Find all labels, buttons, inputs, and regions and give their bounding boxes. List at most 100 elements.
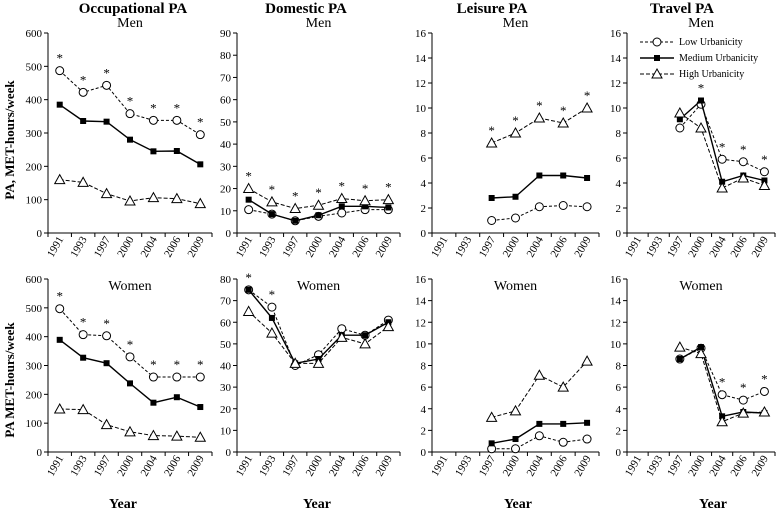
x-tick-label: 2000 (304, 234, 326, 259)
y-tick-label: 300 (26, 128, 43, 140)
panel-subtitle: Women (108, 279, 151, 294)
data-point-low (582, 202, 592, 212)
data-point-low (759, 386, 769, 396)
data-point-high (266, 195, 278, 207)
data-point-low (759, 167, 769, 177)
significance-asterisk: * (150, 100, 157, 115)
data-point-high (485, 411, 498, 422)
x-tick-label: 1991 (234, 454, 255, 479)
significance-asterisk: * (56, 289, 63, 304)
significance-asterisk: * (362, 181, 369, 196)
significance-asterisk: * (127, 337, 134, 352)
y-tick-label: 10 (415, 103, 427, 115)
y-tick-label: 20 (220, 184, 232, 196)
data-point-high (53, 403, 66, 414)
significance-asterisk: * (315, 185, 322, 200)
x-tick-label: 1997 (477, 453, 499, 478)
data-point-medium (698, 97, 704, 104)
data-point-high (147, 191, 160, 203)
data-point-high (674, 341, 686, 352)
x-tick-label: 1991 (45, 454, 66, 479)
y-tick-label: 70 (220, 72, 232, 84)
x-tick-label: 2000 (304, 453, 326, 478)
significance-asterisk: * (127, 94, 134, 109)
y-tick-label: 0 (226, 228, 232, 240)
significance-asterisk: * (740, 380, 747, 395)
data-point-medium (127, 136, 133, 143)
y-tick-label: 10 (610, 339, 622, 351)
data-point-low (172, 115, 182, 125)
panel-subtitle: Women (679, 279, 722, 294)
data-point-high (485, 136, 498, 148)
y-tick-label: 12 (415, 317, 426, 329)
x-tick-label: 1993 (257, 453, 279, 478)
panel-subtitle: Men (117, 16, 143, 31)
y-tick-label: 0 (421, 228, 427, 240)
data-point-medium (197, 161, 204, 168)
significance-asterisk: * (174, 357, 181, 372)
y-tick-label: 6 (421, 153, 427, 165)
y-tick-label: 8 (616, 361, 622, 373)
y-tick-label: 90 (220, 28, 232, 40)
data-point-high (124, 194, 136, 206)
panel-subtitle: Women (297, 279, 340, 294)
y-tick-label: 14 (610, 53, 622, 65)
x-tick-label: 2009 (374, 234, 396, 259)
significance-asterisk: * (339, 179, 346, 194)
x-tick-label: 1993 (453, 234, 475, 259)
data-point-medium (584, 419, 591, 426)
data-point-low (534, 431, 544, 441)
x-tick-label: 2004 (525, 234, 547, 259)
data-point-high (289, 202, 302, 214)
x-tick-label: 2009 (374, 453, 396, 478)
data-point-low (267, 302, 277, 312)
x-tick-label: 2004 (139, 453, 161, 478)
x-tick-label: 2009 (750, 234, 772, 259)
data-point-high (335, 192, 348, 204)
significance-asterisk: * (56, 51, 63, 66)
y-tick-label: 40 (220, 361, 232, 373)
y-tick-label: 4 (616, 178, 622, 190)
y-tick-label: 2 (421, 425, 427, 437)
legend-marker-high (651, 67, 663, 79)
data-point-medium (245, 196, 252, 203)
panel-3: Men 0 2 4 6 8 10 12 14 16 1991 1993 1997 2000 2004 2006… (415, 16, 600, 260)
x-axis-label-occupational: Year (109, 497, 137, 512)
x-axis-label-leisure: Year (504, 497, 532, 512)
x-tick-label: 2006 (548, 234, 570, 259)
significance-asterisk: * (103, 316, 110, 331)
data-point-low (487, 216, 497, 225)
x-tick-label: 2000 (686, 453, 708, 478)
x-tick-label: 2000 (501, 453, 523, 478)
data-point-low (78, 330, 88, 340)
data-point-medium (80, 354, 87, 361)
significance-asterisk: * (197, 115, 204, 130)
data-point-high (674, 106, 686, 118)
x-tick-label: 2004 (327, 453, 349, 478)
x-tick-label: 2004 (707, 453, 729, 478)
y-tick-label: 600 (26, 28, 43, 40)
data-point-high (695, 121, 707, 133)
column-title-domestic: Domestic PA (265, 1, 347, 17)
y-tick-label: 0 (37, 228, 43, 240)
x-tick-label: 2000 (115, 234, 137, 259)
series-line-high (679, 112, 765, 189)
data-point-low (582, 434, 592, 444)
x-tick-label: 2000 (501, 234, 523, 259)
y-tick-label: 10 (220, 425, 232, 437)
data-point-low (125, 352, 135, 362)
significance-asterisk: * (269, 287, 276, 302)
x-tick-label: 2006 (728, 234, 750, 259)
data-point-medium (245, 286, 252, 293)
x-tick-label: 2006 (162, 234, 184, 259)
y-tick-label: 6 (616, 153, 622, 165)
y-tick-label: 400 (26, 332, 43, 344)
panel-subtitle: Men (306, 16, 332, 31)
data-point-high (533, 369, 546, 380)
data-point-medium (698, 344, 704, 351)
data-point-high (382, 320, 395, 332)
data-point-high (533, 111, 546, 123)
